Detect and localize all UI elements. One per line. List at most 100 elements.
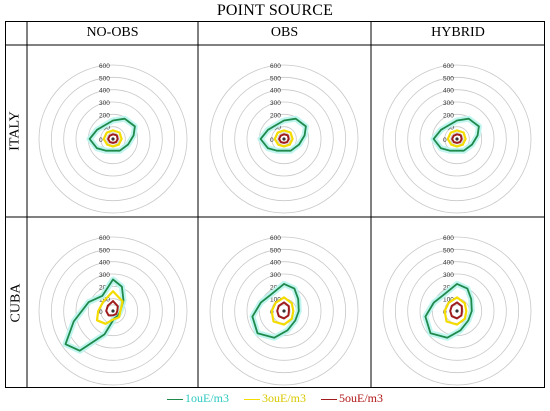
- radial-tick-label: 400: [99, 88, 110, 95]
- panel-grid: NO-OBS OBS HYBRID ITALY CUBA 600 500 400 30…: [5, 21, 545, 388]
- column-header-hybrid: HYBRID: [431, 25, 485, 40]
- range-ring: [63, 89, 163, 189]
- range-ring: [419, 273, 495, 349]
- contour-halo: [249, 280, 302, 341]
- row-label-cuba: CUBA: [8, 283, 23, 322]
- range-ring: [234, 261, 334, 361]
- range-ring: [246, 273, 322, 349]
- column-header-obs: OBS: [270, 25, 299, 40]
- range-ring: [394, 248, 520, 374]
- range-ring: [419, 101, 495, 177]
- legend: 1ouE/m3 3ouE/m3 5ouE/m3: [0, 391, 550, 406]
- row-label-italy: ITALY: [8, 111, 23, 151]
- radial-tick-label: 600: [270, 63, 281, 70]
- radial-tick-label: 0: [99, 137, 103, 144]
- radial-tick-label: 100: [443, 297, 454, 304]
- range-ring: [87, 285, 139, 337]
- range-ring: [75, 273, 151, 349]
- radial-tick-label: 0: [443, 137, 447, 144]
- radial-tick-label: 400: [99, 260, 110, 267]
- column-header-no-obs: NO-OBS: [86, 25, 139, 40]
- contour-5: [449, 301, 463, 320]
- contour-5: [107, 133, 119, 144]
- range-ring: [209, 236, 359, 386]
- legend-label-5: 5ouE/m3: [339, 391, 383, 405]
- contour-1: [432, 117, 480, 152]
- contour-5: [451, 133, 463, 144]
- figure-title: POINT SOURCE: [216, 2, 334, 19]
- row-header-cuba: CUBA: [5, 217, 27, 388]
- radial-tick-label: 400: [270, 260, 281, 267]
- contour-3: [273, 129, 294, 148]
- contour-5: [276, 301, 290, 320]
- range-ring: [407, 89, 507, 189]
- range-ring: [407, 261, 507, 361]
- radial-tick-label: 200: [443, 112, 454, 119]
- radial-tick-label: 300: [443, 100, 454, 107]
- legend-item-3: 3ouE/m3: [244, 391, 306, 406]
- source-point: [111, 309, 115, 313]
- contour-3: [102, 129, 123, 148]
- range-ring: [50, 248, 176, 374]
- legend-swatch-green: [167, 398, 183, 400]
- legend-item-1: 1ouE/m3: [167, 391, 229, 406]
- range-ring: [50, 76, 176, 202]
- source-point: [111, 137, 115, 141]
- radial-tick-label: 300: [99, 100, 110, 107]
- range-ring: [382, 64, 532, 214]
- radial-tick-label: 100: [270, 297, 281, 304]
- radial-tick-label: 400: [443, 88, 454, 95]
- contour-3: [446, 129, 467, 148]
- radial-tick-label: 500: [443, 75, 454, 82]
- contour-1: [64, 278, 125, 352]
- range-ring: [394, 76, 520, 202]
- radial-tick-label: 500: [270, 247, 281, 254]
- radial-tick-label: 0: [99, 309, 103, 316]
- range-ring: [63, 261, 163, 361]
- radial-tick-label: 300: [270, 100, 281, 107]
- radial-tick-label: 400: [270, 88, 281, 95]
- range-ring: [209, 64, 359, 214]
- radial-tick-label: 200: [99, 112, 110, 119]
- radial-tick-label: 200: [270, 112, 281, 119]
- radial-tick-label: 500: [443, 247, 454, 254]
- contour-1: [251, 283, 300, 339]
- range-ring: [246, 101, 322, 177]
- contour-1: [259, 117, 307, 152]
- contour-1: [424, 283, 473, 339]
- radial-tick-label: 600: [443, 63, 454, 70]
- legend-label-3: 3ouE/m3: [262, 391, 306, 405]
- contour-5: [105, 300, 119, 317]
- radial-tick-label: 600: [99, 63, 110, 70]
- contour-3: [95, 290, 124, 325]
- radial-tick-label: 0: [270, 137, 274, 144]
- legend-label-1: 1ouE/m3: [185, 391, 229, 405]
- source-point: [455, 137, 459, 141]
- range-ring: [75, 101, 151, 177]
- radial-tick-label: 500: [270, 75, 281, 82]
- range-ring: [234, 89, 334, 189]
- range-ring: [38, 64, 188, 214]
- range-ring: [38, 236, 188, 386]
- radial-tick-label: 600: [270, 235, 281, 242]
- source-point: [282, 309, 286, 313]
- contour-halo: [422, 280, 475, 341]
- radial-tick-label: 300: [270, 272, 281, 279]
- contour-1: [88, 117, 136, 152]
- range-ring: [382, 236, 532, 386]
- contour-5: [278, 133, 290, 144]
- radial-tick-label: 500: [99, 75, 110, 82]
- legend-item-5: 5ouE/m3: [321, 391, 383, 406]
- range-ring: [450, 132, 464, 146]
- contour-3: [270, 296, 295, 326]
- radial-tick-label: 300: [443, 272, 454, 279]
- contour-3: [443, 296, 468, 326]
- source-point: [455, 309, 459, 313]
- legend-swatch-red: [321, 398, 337, 400]
